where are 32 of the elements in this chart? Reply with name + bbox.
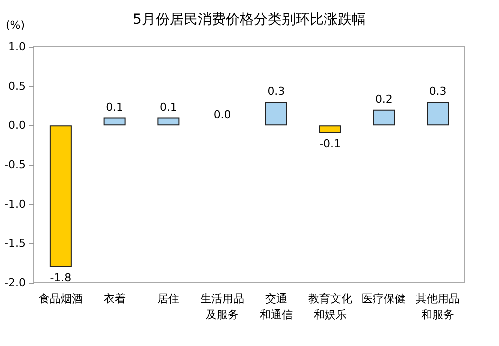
bar [50,126,72,268]
data-label: 0.0 [214,108,232,122]
data-label: -1.8 [50,271,72,284]
x-tick-label: 交通和通信 [260,292,293,322]
x-tick-label: 衣着 [104,292,126,306]
y-tick-label: -2.0 [4,276,26,290]
bar [158,118,180,126]
y-tick-label: -1.5 [4,237,26,250]
x-tick-label: 食品烟酒 [38,292,83,306]
x-tick-label: 居住 [158,292,180,306]
chart-title: 5月份居民消费价格分类别环比涨跌幅 [133,12,366,28]
bar [373,110,396,126]
y-tick-label: -1.0 [4,198,26,211]
bar [427,102,450,126]
bar [104,118,126,126]
data-label: 0.1 [106,100,124,114]
x-tick-label: 教育文化和娱乐 [308,292,352,322]
y-axis-title: (%) [6,19,26,32]
bar [265,102,288,126]
y-tick-label: -0.5 [4,158,26,172]
bar [319,126,342,134]
x-tick-label: 生活用品及服务 [200,292,245,322]
x-tick-label: 其他用品和服务 [416,292,460,322]
data-label: 0.2 [375,92,393,106]
data-label: 0.1 [160,100,178,114]
data-label: 0.3 [429,85,447,98]
data-label: 0.3 [268,85,286,98]
y-tick-label: 0.5 [8,80,26,93]
y-tick-label: 0.0 [8,119,26,132]
x-tick-label: 医疗保健 [362,292,406,306]
data-label: -0.1 [320,138,342,151]
y-tick-label: 1.0 [8,40,26,54]
